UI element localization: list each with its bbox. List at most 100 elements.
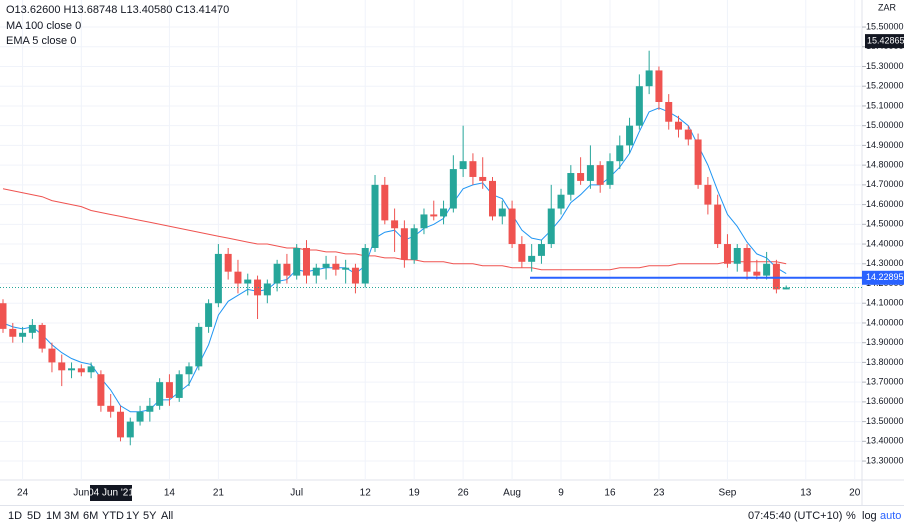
auto-toggle[interactable]: auto [880, 510, 902, 522]
candle-body [263, 283, 271, 296]
price-marker-box [865, 34, 904, 49]
toolbar: 07:45:40 (UTC+10) % log auto 1D 5D 1M 3M 6M Y… [0, 505, 904, 527]
candle-body [391, 220, 399, 229]
candle-body [655, 70, 663, 102]
legend-ema[interactable]: EMA 5 close 0 [6, 35, 77, 47]
y-tick-label: 14.30000 [866, 258, 904, 268]
y-tick-label: 13.40000 [866, 436, 904, 446]
candle-body [254, 279, 262, 296]
chart: ZAR 04 Jun '21 13.30000 13.40000 13.50000 1… [0, 0, 904, 505]
y-tick-label: 14.50000 [866, 219, 904, 229]
x-tick-label: 16 [604, 488, 616, 499]
range-button[interactable]: YTD [102, 510, 124, 522]
y-tick-label: 15.10000 [866, 100, 904, 110]
candle-body [479, 176, 487, 181]
candle-body [116, 411, 124, 438]
candle-body [351, 267, 359, 284]
range-button[interactable]: 5D [27, 510, 42, 522]
candle-body [283, 263, 291, 276]
legend-ma[interactable]: MA 100 close 0 [6, 20, 82, 32]
x-tick-label: Jun [73, 488, 89, 499]
y-tick-label: 14.90000 [866, 140, 904, 150]
ray-label: 14.22895 [866, 272, 904, 282]
range-button[interactable]: 1Y [126, 510, 140, 522]
candle-body [665, 101, 673, 122]
candle-body [557, 194, 565, 209]
candle-body [0, 303, 7, 329]
y-tick-label: 14.70000 [866, 179, 904, 189]
y-tick-label: 15.00000 [866, 120, 904, 130]
candle-body [782, 287, 790, 290]
candle-body [214, 253, 222, 304]
candle-body [753, 271, 761, 276]
candle-body [498, 208, 506, 217]
range-button[interactable]: All [161, 510, 174, 522]
candle-body [704, 184, 712, 205]
candle-body [449, 169, 457, 209]
range-button[interactable]: 5Y [143, 510, 157, 522]
range-button[interactable]: 1M [46, 510, 62, 522]
ray-label-box [862, 270, 904, 285]
y-tick-label: 15.30000 [866, 61, 904, 71]
range-button[interactable]: 6M [83, 510, 99, 522]
candle-body [302, 247, 310, 276]
candle-body [469, 161, 477, 177]
candle-body [146, 405, 154, 412]
crosshair-label: 04 Jun '21 [88, 488, 134, 499]
x-tick-label: Aug [503, 488, 521, 499]
candle-body [537, 244, 545, 256]
price-marker-label: 15.42865 [867, 35, 904, 45]
candle-body [567, 173, 575, 195]
x-tick-label: 20 [849, 488, 861, 499]
candle-body [723, 244, 731, 264]
range-button[interactable]: 1D [8, 510, 23, 522]
candle-body [694, 139, 702, 185]
percent-toggle[interactable]: % [846, 510, 856, 522]
candle-body [87, 366, 95, 373]
x-tick-label: 13 [800, 488, 812, 499]
plot-area [0, 0, 862, 480]
candle-body [459, 161, 467, 170]
candle-body [322, 263, 330, 268]
candle-body [743, 247, 751, 272]
candle-body [508, 208, 516, 245]
candle-body [616, 145, 624, 162]
candle-body [547, 208, 555, 245]
x-tick-label: 14 [164, 488, 176, 499]
candle-body [528, 255, 536, 262]
candle-body [312, 267, 320, 276]
candle-body [675, 121, 683, 130]
log-toggle[interactable]: log [862, 510, 877, 522]
y-tick-label: 13.90000 [866, 337, 904, 347]
candle-body [714, 204, 722, 245]
candle-body [136, 411, 144, 422]
ohlc-legend: O13.62600 H13.68748 L13.40580 C13.41470 [6, 4, 230, 16]
candle-body [440, 208, 448, 217]
candle-body [733, 247, 741, 264]
candle-body [645, 70, 653, 87]
candle-body [410, 228, 418, 260]
candle-body [195, 326, 203, 367]
candle-body [293, 247, 301, 276]
candle-body [107, 405, 115, 412]
candle-body [342, 267, 350, 270]
candle-body [97, 374, 105, 406]
y-tick-label: 13.80000 [866, 357, 904, 367]
candle-body [606, 161, 614, 185]
candle-body [68, 368, 76, 371]
range-button[interactable]: 3M [64, 510, 80, 522]
symbol: ZAR [878, 2, 897, 12]
x-tick-label: 9 [558, 488, 564, 499]
x-tick-label: Sep [719, 488, 737, 499]
candle-body [9, 328, 17, 337]
candle-body [489, 180, 496, 217]
candle-body [234, 271, 242, 284]
candle-body [430, 214, 438, 217]
candle-body [58, 362, 66, 371]
x-tick-label: 19 [409, 488, 421, 499]
candle-body [175, 374, 183, 398]
candle-body [684, 129, 692, 140]
candle-body [586, 165, 594, 181]
y-tick-label: 15.50000 [866, 21, 904, 31]
